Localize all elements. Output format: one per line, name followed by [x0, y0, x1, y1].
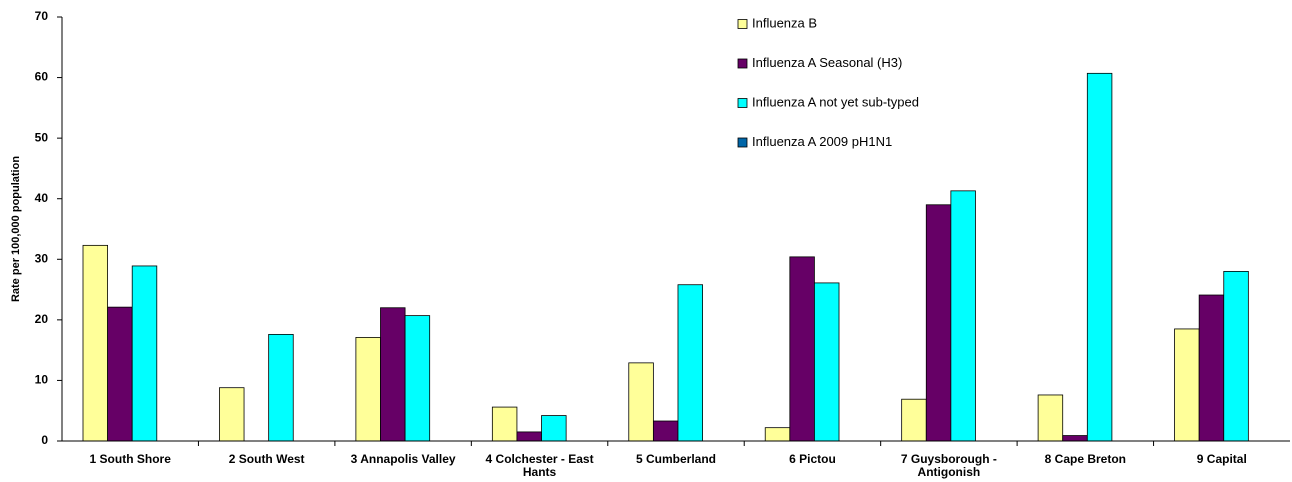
bar	[107, 306, 133, 442]
bar	[82, 244, 109, 442]
bar	[901, 398, 927, 442]
y-tick-label: 30	[35, 251, 49, 265]
bar	[1198, 294, 1225, 442]
bar	[764, 427, 791, 442]
legend-label: Influenza A Seasonal (H3)	[752, 55, 902, 70]
bar	[1037, 394, 1064, 442]
bar	[404, 315, 431, 442]
bar	[541, 415, 567, 442]
bar	[1086, 72, 1113, 442]
x-tick-label: 1 South Shore	[90, 452, 172, 466]
bar	[652, 420, 679, 442]
bar	[628, 362, 654, 442]
bar	[355, 337, 381, 442]
legend-label: Influenza A 2009 pH1N1	[752, 134, 892, 149]
bar	[677, 284, 703, 442]
x-tick-label: 3 Annapolis Valley	[351, 452, 456, 466]
bar	[1062, 435, 1088, 442]
legend-swatch	[737, 137, 748, 148]
legend-swatch	[737, 98, 748, 108]
bar	[925, 204, 952, 442]
x-tick-label: 6 Pictou	[789, 452, 836, 466]
y-tick-label: 50	[35, 130, 49, 144]
legend-swatch	[737, 19, 748, 29]
bar	[1174, 328, 1200, 442]
x-tick-label: 8 Cape Breton	[1045, 452, 1126, 466]
legend-swatch	[737, 58, 748, 69]
y-tick-label: 70	[35, 9, 49, 23]
bar	[516, 431, 542, 442]
bar	[131, 265, 158, 442]
x-tick-label: 7 Guysborough -Antigonish	[901, 452, 997, 479]
legend-label: Influenza A not yet sub-typed	[752, 94, 919, 109]
bar	[268, 333, 294, 442]
x-tick-label: 2 South West	[229, 452, 305, 466]
bar	[491, 406, 518, 442]
y-tick-label: 0	[41, 433, 48, 447]
y-tick-label: 10	[35, 373, 49, 387]
bar	[219, 387, 245, 442]
bar	[814, 282, 840, 442]
x-tick-label: 4 Colchester - East Hants	[486, 452, 594, 479]
y-tick-label: 40	[35, 191, 49, 205]
y-axis-label: Rate per 100,000 population	[10, 156, 22, 302]
x-tick-label: 5 Cumberland	[636, 452, 716, 466]
bar	[789, 256, 815, 442]
x-tick-label: 9 Capital	[1197, 452, 1247, 466]
bar	[950, 190, 976, 442]
y-tick-label: 20	[35, 312, 49, 326]
bar	[1223, 270, 1249, 442]
legend-label: Influenza B	[752, 15, 817, 30]
y-tick-label: 60	[35, 70, 49, 84]
bar	[380, 307, 406, 442]
